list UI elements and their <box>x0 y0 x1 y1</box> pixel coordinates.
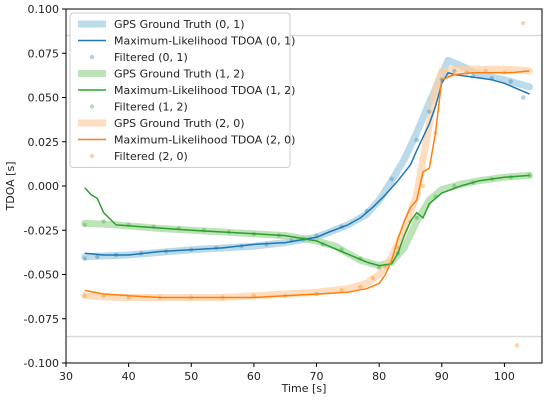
ml-estimate-line <box>84 71 530 256</box>
legend-label: Filtered (2, 0) <box>114 150 188 163</box>
legend-swatch-filtered <box>89 104 95 109</box>
filtered-point <box>82 256 87 261</box>
series-layer <box>81 20 533 348</box>
x-tick-label: 50 <box>184 370 198 383</box>
x-axis-label: Time [s] <box>281 382 327 395</box>
x-tick-label: 40 <box>122 370 136 383</box>
legend-label: Filtered (1, 2) <box>114 101 188 114</box>
legend-label: GPS Ground Truth (2, 0) <box>114 117 245 130</box>
legend-label: Filtered (0, 1) <box>114 51 188 64</box>
filtered-point <box>358 284 363 290</box>
ml-estimate-line <box>84 174 530 267</box>
legend-box <box>69 12 291 168</box>
filtered-point <box>508 79 513 84</box>
x-tick-label: 30 <box>59 370 73 383</box>
axes: 30 40 50 60 70 80 90 100 -0.100 -0.075 -0.050 -0.02… <box>24 3 543 383</box>
x-tick-label: 80 <box>372 370 386 383</box>
filtered-point <box>414 137 419 143</box>
filtered-point <box>82 293 87 298</box>
y-tick-label: 0.075 <box>28 47 60 60</box>
filtered-point <box>339 288 344 293</box>
filtered-point <box>514 343 520 348</box>
y-tick-label: 0.100 <box>28 3 60 16</box>
filtered-point <box>420 183 426 189</box>
legend-swatch-filtered <box>89 54 95 60</box>
filtered-point <box>389 176 394 182</box>
y-tick-label: -0.075 <box>24 313 59 326</box>
y-tick-label: -0.050 <box>24 269 59 282</box>
y-tick-label: -0.100 <box>24 357 59 370</box>
filtered-point <box>521 95 526 100</box>
legend-label: Maximum-Likelihood TDOA (2, 0) <box>114 134 295 147</box>
legend-label: GPS Ground Truth (1, 2) <box>114 68 245 81</box>
filtered-point <box>427 109 432 114</box>
ml-estimate-line <box>84 70 530 299</box>
y-axis-label: TDOA [s] <box>4 162 17 212</box>
legend-label: Maximum-Likelihood TDOA (1, 2) <box>114 84 295 97</box>
filtered-point <box>376 265 382 270</box>
y-tick-label: 0.050 <box>28 92 60 105</box>
filtered-point <box>370 275 376 281</box>
y-tick-label: 0.025 <box>28 136 60 149</box>
x-tick-label: 100 <box>494 370 515 383</box>
filtered-point <box>414 215 419 221</box>
filtered-point <box>452 183 457 189</box>
x-tick-label: 70 <box>310 370 324 383</box>
filtered-point <box>452 68 457 74</box>
y-tick-label: 0.000 <box>28 180 60 193</box>
y-tick-label: -0.025 <box>24 224 59 237</box>
x-tick-label: 90 <box>435 370 449 383</box>
filtered-point <box>82 222 87 228</box>
filtered-point <box>95 254 100 259</box>
x-tick-label: 60 <box>247 370 261 383</box>
filtered-point <box>521 20 526 26</box>
legend: GPS Ground Truth (0, 1) Maximum-Likelihoo… <box>69 12 295 168</box>
ground-truth-line <box>81 56 533 261</box>
legend-label: GPS Ground Truth (0, 1) <box>114 18 245 31</box>
filtered-point <box>101 219 106 224</box>
legend-swatch-filtered <box>89 153 95 159</box>
legend-label: Maximum-Likelihood TDOA (0, 1) <box>114 35 295 48</box>
